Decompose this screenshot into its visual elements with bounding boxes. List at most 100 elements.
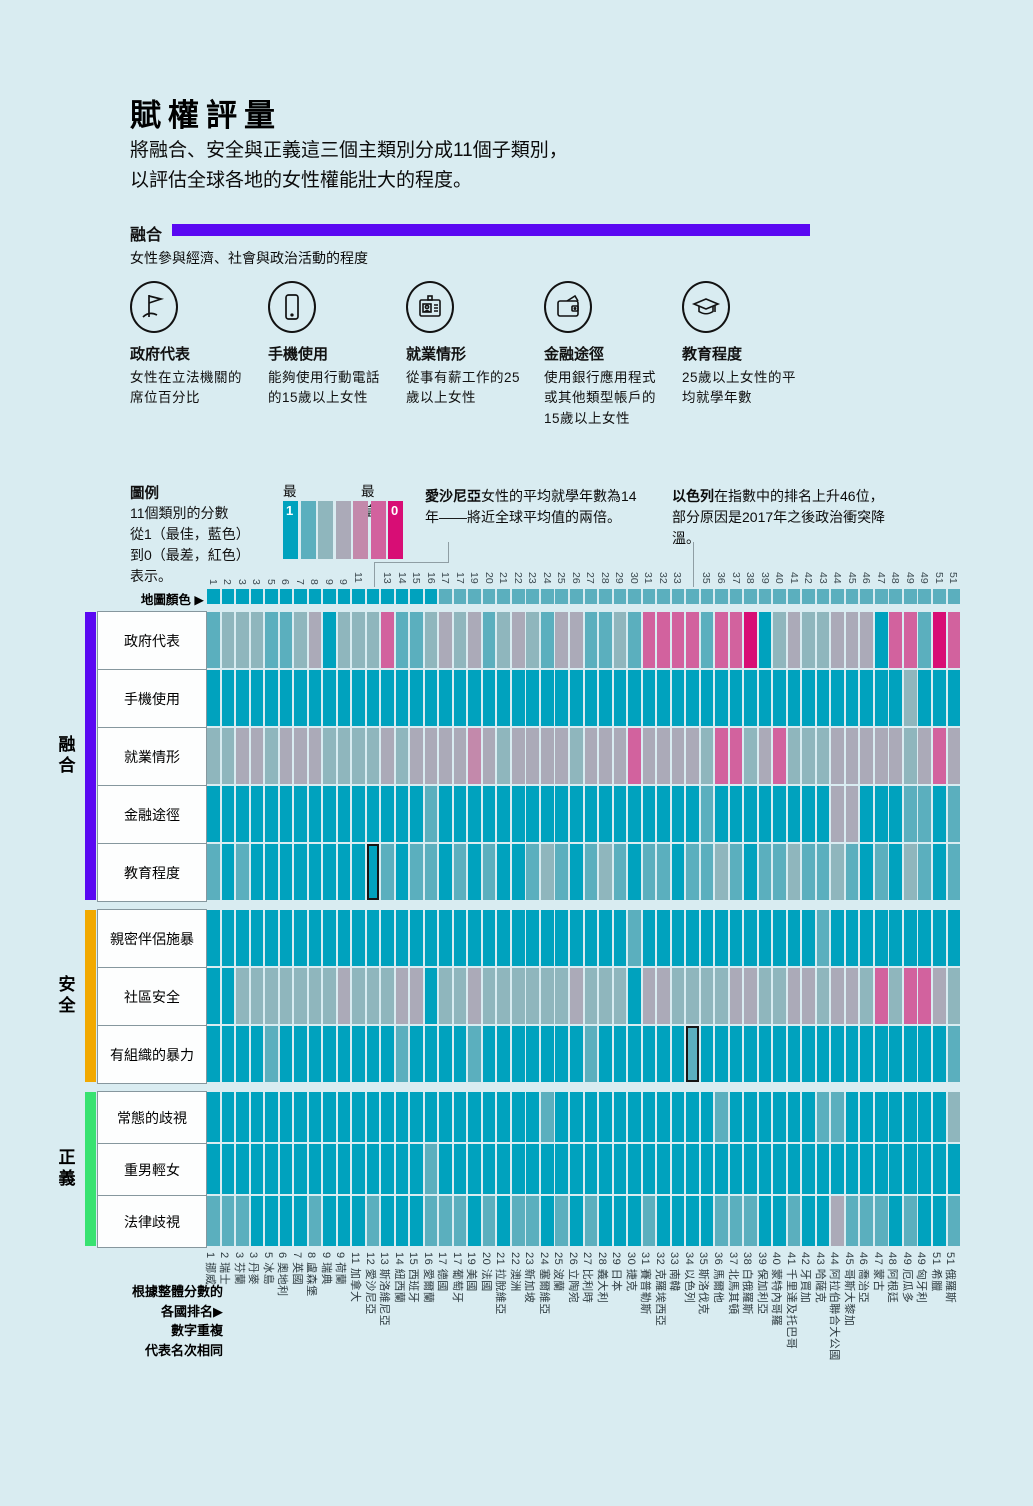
map-color-cell bbox=[845, 589, 859, 604]
heatmap-cell bbox=[933, 1144, 946, 1194]
heatmap-cell bbox=[845, 1026, 859, 1082]
heatmap-cell bbox=[599, 728, 612, 784]
heatmap-cell bbox=[802, 670, 815, 726]
heatmap-cell bbox=[395, 612, 409, 668]
heatmap-cell bbox=[874, 786, 888, 842]
heatmap-cell bbox=[918, 786, 932, 842]
heatmap-cell bbox=[802, 910, 815, 966]
heatmap-cell bbox=[744, 728, 757, 784]
heatmap-cell bbox=[265, 1026, 278, 1082]
heatmap-cell bbox=[424, 844, 438, 900]
heatmap-cell bbox=[642, 612, 656, 668]
estonia-leader-line bbox=[448, 542, 449, 563]
column-rank-top: 32 bbox=[656, 572, 669, 584]
indicator-name: 政府代表 bbox=[130, 346, 191, 363]
annotation-text: 女性的平均就學年數為14年——將近全球平均值的兩倍。 bbox=[425, 488, 637, 525]
heatmap-cell bbox=[294, 670, 307, 726]
map-color-cell bbox=[453, 589, 467, 604]
heatmap-cell bbox=[642, 1092, 656, 1142]
indicator-name: 就業情形 bbox=[406, 346, 467, 363]
heatmap-cell bbox=[526, 1196, 540, 1246]
footnote-line: 各國排名▶ bbox=[161, 1303, 223, 1319]
column-rank-top: 20 bbox=[482, 572, 495, 584]
heatmap-cell bbox=[265, 1144, 278, 1194]
heatmap-cell bbox=[482, 1092, 496, 1142]
heatmap-cell bbox=[555, 786, 569, 842]
heatmap-cell bbox=[294, 1092, 307, 1142]
map-color-cell bbox=[570, 589, 583, 604]
heatmap-cell bbox=[933, 1196, 946, 1246]
map-color-cell bbox=[221, 589, 235, 604]
map-color-cell bbox=[715, 589, 728, 604]
map-color-cell bbox=[831, 589, 844, 604]
map-color-cell bbox=[294, 589, 307, 604]
heatmap-cell bbox=[526, 968, 540, 1024]
heatmap-cell bbox=[511, 786, 525, 842]
heatmap-cell bbox=[221, 1092, 235, 1142]
heatmap-cell bbox=[453, 1144, 467, 1194]
group-name: 正義 bbox=[58, 1148, 76, 1189]
heatmap-cell bbox=[555, 844, 569, 900]
heatmap-cell bbox=[570, 968, 583, 1024]
heatmap-cell bbox=[831, 910, 844, 966]
heatmap-cell bbox=[526, 670, 540, 726]
row-label: 金融途徑 bbox=[97, 785, 207, 844]
heatmap-cell bbox=[947, 910, 961, 966]
heatmap-cell bbox=[599, 786, 612, 842]
heatmap-cell bbox=[439, 612, 452, 668]
heatmap-cell bbox=[555, 1196, 569, 1246]
heatmap-cell bbox=[424, 670, 438, 726]
heatmap-cell bbox=[482, 968, 496, 1024]
heatmap-cell bbox=[860, 1144, 873, 1194]
heatmap-cell bbox=[250, 1144, 264, 1194]
heatmap-cell bbox=[337, 1092, 351, 1142]
heatmap-cell bbox=[599, 844, 612, 900]
heatmap-cell bbox=[511, 728, 525, 784]
heatmap-cell bbox=[250, 612, 264, 668]
heatmap-cell bbox=[860, 1026, 873, 1082]
country-label: 29 日本 bbox=[610, 1252, 623, 1292]
heatmap-cell bbox=[410, 1092, 423, 1142]
heatmap-cell bbox=[744, 968, 757, 1024]
row-label: 教育程度 bbox=[97, 843, 207, 902]
heatmap-cell bbox=[947, 786, 961, 842]
column-rank-top: 49 bbox=[903, 572, 916, 584]
heatmap-cell bbox=[816, 1026, 830, 1082]
heatmap-cell bbox=[410, 612, 423, 668]
heatmap-cell bbox=[308, 844, 322, 900]
heatmap-cell bbox=[657, 1026, 670, 1082]
heatmap-cell bbox=[540, 1144, 554, 1194]
heatmap-cell bbox=[511, 612, 525, 668]
heatmap-cell bbox=[845, 1196, 859, 1246]
heatmap-cell bbox=[453, 910, 467, 966]
heatmap-cell bbox=[715, 1026, 728, 1082]
country-label: 48 阿根廷 bbox=[886, 1252, 899, 1304]
heatmap-cell bbox=[352, 1092, 365, 1142]
heatmap-cell bbox=[236, 910, 249, 966]
footnote-line: 數字重複 bbox=[170, 1323, 223, 1338]
heatmap-cell bbox=[308, 612, 322, 668]
heatmap-cell bbox=[947, 728, 961, 784]
heatmap-cell bbox=[671, 728, 685, 784]
column-rank-top: 37 bbox=[729, 572, 742, 584]
heatmap-cell bbox=[294, 612, 307, 668]
heatmap-cell bbox=[323, 1092, 336, 1142]
heatmap-cell bbox=[773, 968, 786, 1024]
annotation-estonia: 愛沙尼亞女性的平均就學年數為14年——將近全球平均值的兩倍。 bbox=[425, 486, 650, 528]
heatmap-cell bbox=[903, 844, 917, 900]
heatmap-cell bbox=[265, 910, 278, 966]
map-color-cell bbox=[686, 589, 699, 604]
indicator-education: 教育程度 25歲以上女性的平均就學年數 bbox=[682, 281, 806, 409]
heatmap-cell bbox=[874, 728, 888, 784]
heatmap-cell bbox=[468, 612, 481, 668]
heatmap-cell bbox=[744, 1144, 757, 1194]
heatmap-cell bbox=[860, 670, 873, 726]
map-color-cell bbox=[352, 589, 365, 604]
heatmap-cell bbox=[613, 844, 627, 900]
heatmap-cell bbox=[831, 844, 844, 900]
heatmap-cell bbox=[236, 670, 249, 726]
heatmap-cell bbox=[482, 910, 496, 966]
heatmap-cell bbox=[323, 670, 336, 726]
heatmap-cell bbox=[671, 910, 685, 966]
heatmap-cell bbox=[497, 1196, 510, 1246]
